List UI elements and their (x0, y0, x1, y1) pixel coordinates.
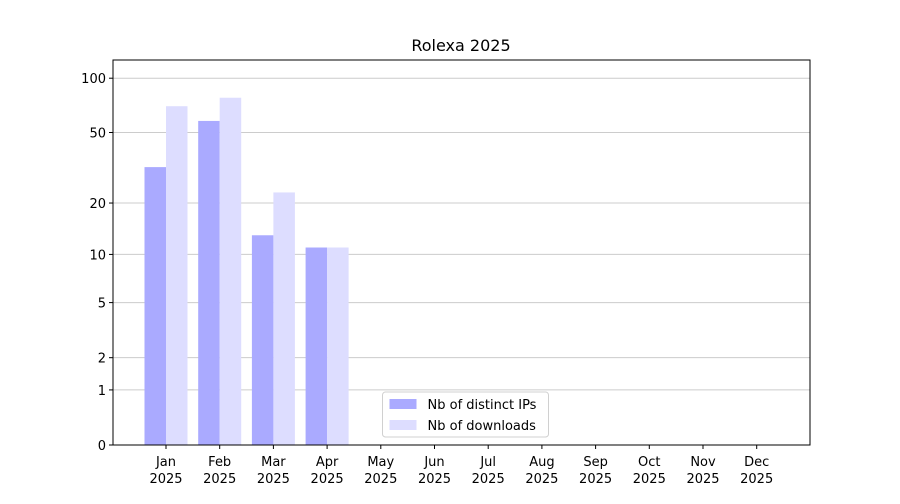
y-tick-label: 100 (81, 72, 106, 87)
y-tick-label: 5 (98, 297, 106, 312)
y-tick-label: 2 (98, 352, 106, 367)
legend-swatch (389, 399, 417, 409)
y-tick-label: 0 (98, 439, 106, 454)
legend-box (382, 391, 549, 438)
bar (327, 247, 349, 445)
legend-label: Nb of downloads (428, 419, 537, 434)
bar (219, 97, 242, 445)
bar (198, 120, 220, 445)
x-tick-label: Apr 2025 (311, 455, 344, 487)
bar (273, 192, 295, 445)
bar (144, 167, 166, 445)
legend-swatch (389, 420, 417, 430)
x-tick-label: Aug 2025 (525, 455, 558, 487)
chart-title: Rolexa 2025 (411, 36, 510, 55)
x-tick-label: Dec 2025 (740, 455, 773, 487)
x-tick-label: Nov 2025 (686, 455, 719, 487)
bar (166, 106, 188, 445)
y-tick-label: 1 (98, 384, 106, 399)
bar (251, 235, 274, 445)
legend-label: Nb of distinct IPs (428, 398, 537, 413)
y-tick-label: 10 (89, 248, 106, 263)
x-tick-label: Oct 2025 (633, 455, 666, 487)
bar (305, 247, 328, 445)
y-tick-label: 20 (89, 197, 106, 212)
x-tick-label: Jun 2025 (418, 455, 451, 487)
x-tick-label: May 2025 (364, 455, 397, 487)
x-tick-label: Mar 2025 (257, 455, 290, 487)
x-tick-label: Jan 2025 (149, 455, 182, 487)
x-tick-label: Sep 2025 (579, 455, 612, 487)
x-tick-label: Feb 2025 (203, 455, 236, 487)
plot-frame (112, 59, 811, 446)
x-tick-label: Jul 2025 (472, 455, 505, 487)
y-tick-label: 50 (89, 127, 106, 142)
